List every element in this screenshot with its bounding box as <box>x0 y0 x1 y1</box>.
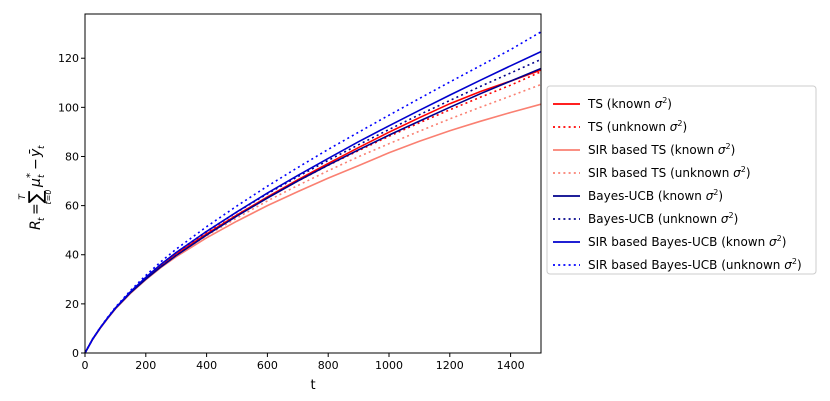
y-tick-label: 120 <box>58 52 79 65</box>
series-line-7 <box>84 50 542 354</box>
y-tick-label: 60 <box>65 200 79 213</box>
x-tick-label: 800 <box>318 359 339 372</box>
y-axis-label: R t = T ∑ t=0 μ t * − ȳ t <box>18 145 53 230</box>
ylabel-r-sub: t <box>37 217 47 221</box>
legend-label: SIR based TS (known σ2) <box>588 142 735 157</box>
y-tick-label: 0 <box>72 347 79 360</box>
y-tick-label: 20 <box>65 298 79 311</box>
plot-frame <box>84 13 542 354</box>
ylabel-mu-sup: * <box>25 173 36 178</box>
legend-label: TS (unknown σ2) <box>587 119 687 134</box>
ylabel-ybar: ȳ <box>28 148 44 158</box>
x-tick-label: 1400 <box>497 359 525 372</box>
legend-label: SIR based TS (unknown σ2) <box>588 165 751 180</box>
ylabel-r: R <box>28 220 44 230</box>
y-tick-label: 80 <box>65 150 79 163</box>
ylabel-y-sub: t <box>37 145 47 149</box>
legend-label: Bayes-UCB (unknown σ2) <box>588 211 738 226</box>
ylabel-sum-upper: T <box>18 193 28 200</box>
legend-label: SIR based Bayes-UCB (known σ2) <box>588 234 786 249</box>
series-line-2 <box>84 70 542 354</box>
ylabel-sum-symbol: ∑ <box>25 190 47 203</box>
series-line-8 <box>84 31 542 354</box>
x-tick-label: 600 <box>257 359 278 372</box>
x-axis-label: t <box>310 378 315 393</box>
ylabel-mu: μ <box>28 178 44 188</box>
legend-label: TS (known σ2) <box>587 96 672 111</box>
ylabel-equals: = <box>28 203 44 215</box>
x-tick-label: 400 <box>196 359 217 372</box>
ylabel-minus: − <box>28 158 44 170</box>
x-tick-label: 1000 <box>375 359 403 372</box>
legend-box <box>546 85 817 275</box>
y-axis: 0 20 40 60 80 100 120 <box>58 52 85 360</box>
ylabel-mu-sub: t <box>37 174 47 178</box>
plot-area <box>84 31 542 354</box>
x-tick-label: 1200 <box>436 359 464 372</box>
legend: TS (known σ2) TS (unknown σ2) SIR based TS… <box>546 85 817 275</box>
y-tick-label: 100 <box>58 101 79 114</box>
x-tick-label: 200 <box>135 359 156 372</box>
legend-label: Bayes-UCB (known σ2) <box>588 188 723 203</box>
y-tick-label: 40 <box>65 249 79 262</box>
ylabel-sum-lower: t=0 <box>44 190 53 205</box>
x-axis: 0 200 400 600 800 1000 1200 1400 <box>82 353 525 372</box>
x-tick-label: 0 <box>82 359 89 372</box>
legend-label: SIR based Bayes-UCB (unknown σ2) <box>588 257 802 272</box>
